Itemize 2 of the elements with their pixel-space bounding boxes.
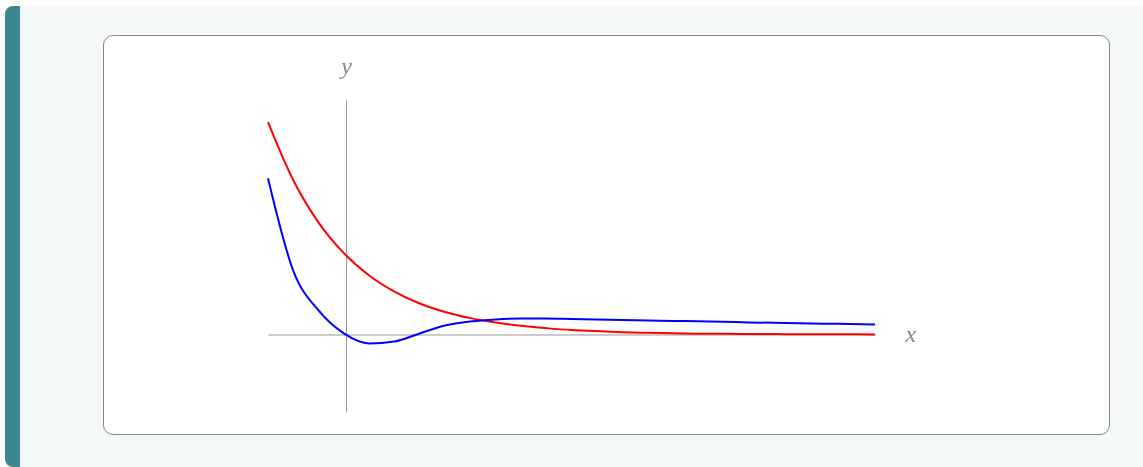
y-axis-title: y — [339, 52, 353, 79]
x-axis-title: x — [904, 320, 917, 347]
